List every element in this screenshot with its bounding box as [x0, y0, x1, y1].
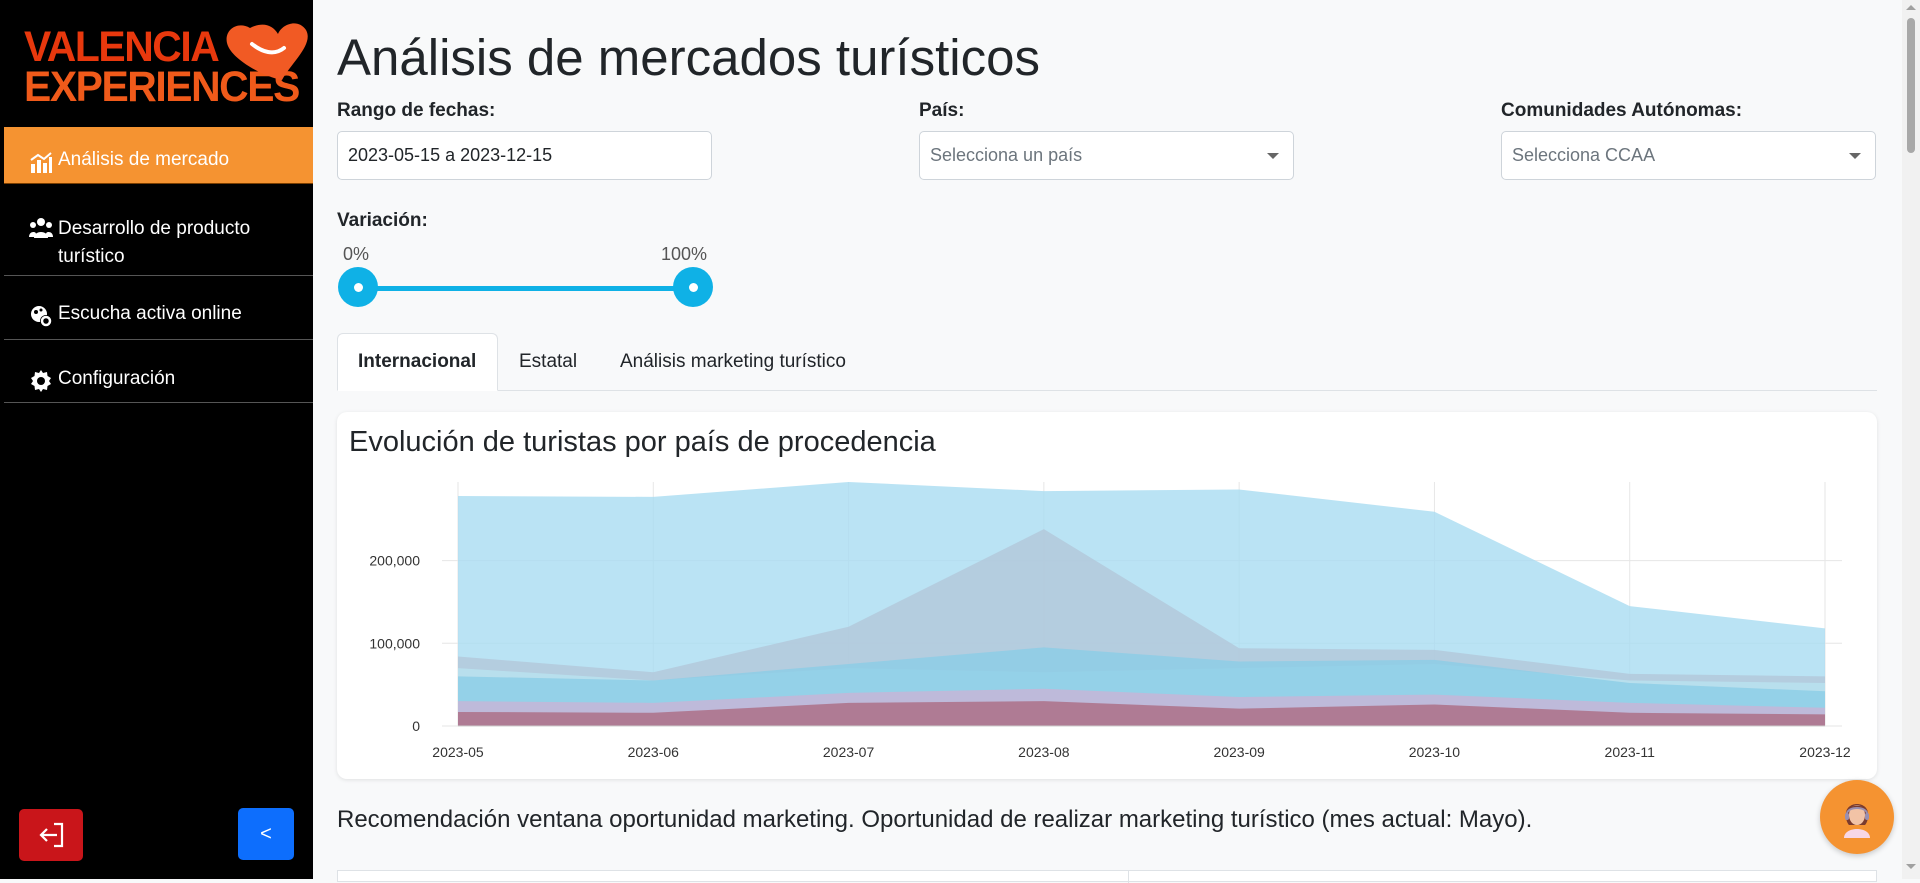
tab-analisis-marketing[interactable]: Análisis marketing turístico [620, 351, 846, 372]
area-chart: 0 100,000 200,000 2023-05 2023-06 2023-07 2023… [369, 482, 1851, 760]
slider-max-handle[interactable] [673, 267, 713, 307]
recommendation-table [337, 870, 1877, 883]
sidebar-item-configuracion[interactable]: Configuración [4, 357, 313, 403]
x-tick-label: 2023-05 [432, 744, 484, 760]
page-title: Análisis de mercados turísticos [337, 29, 1040, 86]
brain-gear-icon [28, 303, 54, 329]
logo-line-1: VALENCIA [24, 23, 220, 71]
country-label: País: [919, 100, 965, 121]
heart-logo-icon [226, 23, 308, 80]
valencia-experiences-logo[interactable]: VALENCIA EXPERIENCES [24, 22, 308, 109]
tab-estatal[interactable]: Estatal [519, 351, 578, 372]
sidebar-item-label: Análisis de mercado [58, 149, 230, 170]
x-tick-label: 2023-07 [823, 744, 875, 760]
chart-card: Evolución de turistas por país de proced… [337, 412, 1877, 779]
chevron-down-icon [1849, 153, 1861, 159]
sidebar: VALENCIA EXPERIENCES Análisis de mercado… [0, 0, 313, 879]
gear-icon [28, 368, 54, 394]
slider-min-handle[interactable] [338, 267, 378, 307]
y-tick-label: 100,000 [369, 635, 420, 651]
logout-button[interactable] [19, 809, 83, 861]
bar-chart-icon [28, 149, 54, 175]
x-tick-label: 2023-12 [1799, 744, 1851, 760]
x-tick-label: 2023-08 [1018, 744, 1070, 760]
variation-label: Variación: [337, 210, 428, 231]
date-range-input[interactable]: 2023-05-15 a 2023-12-15 [337, 131, 712, 180]
y-tick-label: 0 [412, 718, 420, 734]
y-tick-label: 200,000 [369, 553, 420, 569]
country-select[interactable]: Selecciona un país [919, 131, 1294, 180]
scrollbar-thumb[interactable] [1907, 18, 1915, 153]
chart-title: Evolución de turistas por país de proced… [349, 426, 936, 458]
scroll-down-icon[interactable] [1906, 864, 1916, 869]
sidebar-item-desarrollo-producto[interactable]: Desarrollo de producto turístico [4, 211, 313, 276]
x-tick-label: 2023-09 [1213, 744, 1265, 760]
x-tick-label: 2023-11 [1605, 744, 1656, 760]
date-range-label: Rango de fechas: [337, 100, 496, 121]
page-scrollbar[interactable] [1902, 0, 1920, 879]
x-tick-label: 2023-06 [628, 744, 680, 760]
variation-slider-track[interactable] [357, 286, 695, 291]
users-icon [28, 215, 54, 241]
logout-icon [39, 822, 64, 848]
scroll-up-icon[interactable] [1906, 5, 1916, 10]
slider-max-label: 100% [661, 244, 708, 264]
chatbot-assistant-button[interactable] [1820, 780, 1894, 854]
ccaa-select[interactable]: Selecciona CCAA [1501, 131, 1876, 180]
slider-min-label: 0% [343, 244, 370, 264]
sidebar-item-analisis-mercado[interactable]: Análisis de mercado [4, 127, 313, 184]
sidebar-item-label: Escucha activa online [58, 303, 242, 324]
country-select-placeholder: Selecciona un país [930, 145, 1083, 165]
recommendation-text: Recomendación ventana oportunidad market… [337, 806, 1533, 833]
x-tick-label: 2023-10 [1409, 744, 1461, 760]
area-series-5[interactable] [458, 701, 1825, 726]
logo-line-2: EXPERIENCES [24, 63, 300, 111]
sidebar-item-label: Desarrollo de producto turístico [58, 218, 251, 267]
ccaa-select-placeholder: Selecciona CCAA [1512, 145, 1656, 165]
tab-bar: Internacional Estatal Análisis marketing… [337, 333, 1877, 391]
ccaa-label: Comunidades Autónomas: [1501, 100, 1743, 121]
sidebar-item-label: Configuración [58, 368, 176, 389]
collapse-sidebar-button[interactable]: < [238, 808, 294, 860]
tab-internacional[interactable]: Internacional [337, 333, 498, 391]
assistant-avatar-icon [1844, 804, 1870, 838]
chevron-down-icon [1267, 153, 1279, 159]
sidebar-item-escucha-activa[interactable]: Escucha activa online [4, 293, 313, 340]
